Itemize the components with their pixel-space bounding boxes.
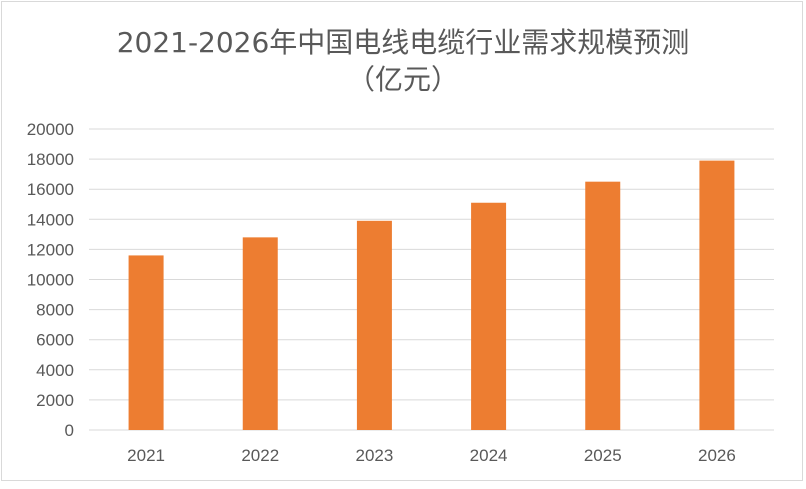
y-tick-label: 4000 [36, 361, 74, 380]
y-tick-label: 14000 [27, 210, 74, 229]
x-tick-label: 2022 [241, 446, 279, 465]
bar-2025 [585, 181, 621, 430]
gridlines [89, 128, 774, 431]
bar-2026 [699, 160, 735, 431]
y-tick-label: 16000 [27, 180, 74, 199]
y-tick-label: 2000 [36, 391, 74, 410]
x-tick-label: 2024 [470, 446, 508, 465]
y-tick-label: 6000 [36, 331, 74, 350]
y-tick-label: 18000 [27, 150, 74, 169]
y-axis-ticks: 0 2000 4000 6000 8000 10000 12000 14000 16000 180… [27, 120, 74, 440]
chart-title: 2021-2026年中国电线电缆行业需求规模预测 [117, 26, 690, 59]
x-tick-label: 2023 [356, 446, 394, 465]
y-tick-label: 20000 [27, 120, 74, 139]
y-tick-label: 12000 [27, 240, 74, 259]
y-tick-label: 0 [65, 421, 74, 440]
bar-2024 [471, 202, 507, 430]
x-tick-label: 2025 [584, 446, 622, 465]
bar-2023 [356, 220, 392, 430]
y-tick-label: 10000 [27, 271, 74, 290]
bars [128, 160, 735, 431]
x-tick-label: 2021 [127, 446, 165, 465]
y-tick-label: 8000 [36, 301, 74, 320]
x-tick-label: 2026 [698, 446, 736, 465]
bar-2022 [242, 237, 278, 430]
bar-2021 [128, 255, 164, 430]
chart-subtitle: （亿元） [347, 63, 459, 96]
x-axis-ticks: 2021 2022 2023 2024 2025 2026 [127, 446, 736, 465]
